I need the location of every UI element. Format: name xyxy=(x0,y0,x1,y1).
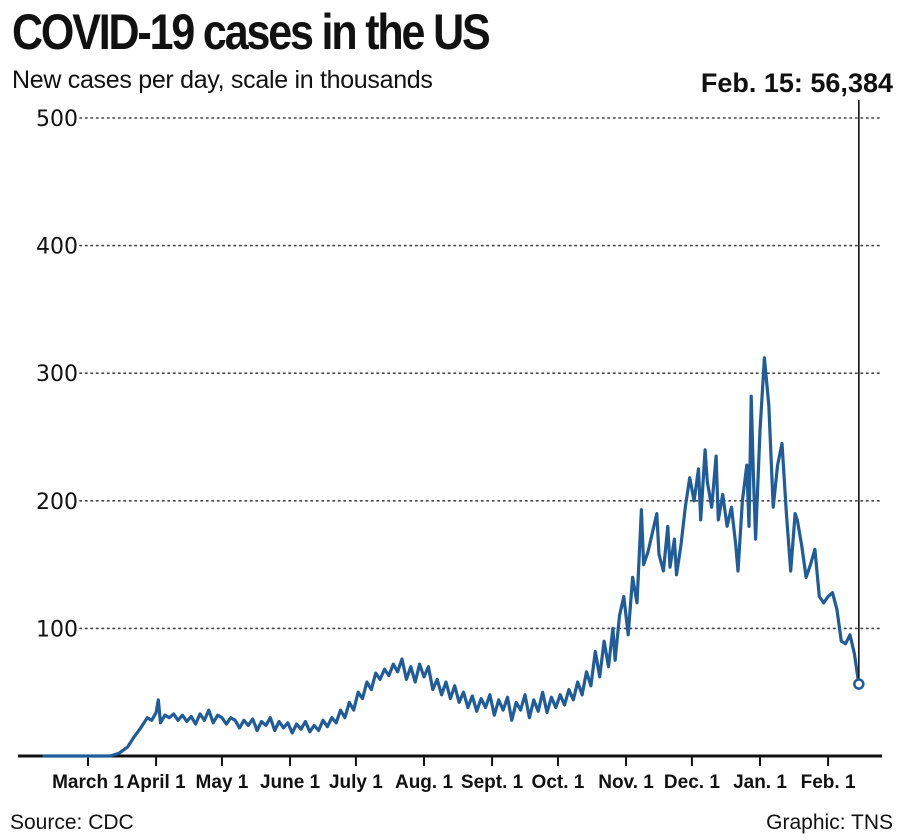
x-tick-label: March 1 xyxy=(52,772,124,793)
x-tick-label: April 1 xyxy=(127,772,187,793)
y-tick-label: 200 xyxy=(36,490,78,515)
x-tick-label: May 1 xyxy=(196,772,249,793)
x-axis-ticks: March 1 April 1 May 1 June 1 July 1 Aug. 1 Sep… xyxy=(52,756,856,793)
x-tick-label: Nov. 1 xyxy=(598,772,654,793)
chart-title: COVID-19 cases in the US xyxy=(12,4,491,60)
annotation-layer xyxy=(853,100,865,690)
y-tick-label: 500 xyxy=(36,107,78,132)
line-chart: 100 200 300 400 500 March 1 April 1 May 1 June … xyxy=(18,100,883,793)
chart-subtitle: New cases per day, scale in thousands xyxy=(12,66,433,94)
x-tick-label: Feb. 1 xyxy=(801,772,856,793)
annotation-end-marker xyxy=(853,678,865,690)
gridlines xyxy=(18,117,883,758)
y-tick-label: 400 xyxy=(36,235,78,260)
y-axis-ticks: 100 200 300 400 500 xyxy=(36,107,78,642)
series-line-new-cases xyxy=(42,356,861,758)
y-tick-label: 300 xyxy=(36,362,78,387)
x-tick-label: Oct. 1 xyxy=(532,772,585,793)
x-tick-label: Dec. 1 xyxy=(664,772,720,793)
x-tick-label: Jan. 1 xyxy=(733,772,787,793)
source-note: Source: CDC xyxy=(10,811,134,834)
latest-value-callout: Feb. 15: 56,384 xyxy=(700,68,893,98)
x-tick-label: June 1 xyxy=(260,772,321,793)
series-layer xyxy=(42,356,861,758)
graphic-credit: Graphic: TNS xyxy=(766,811,893,834)
x-tick-label: Sept. 1 xyxy=(461,772,524,793)
x-tick-label: Aug. 1 xyxy=(395,772,453,793)
x-tick-label: July 1 xyxy=(329,772,383,793)
y-tick-label: 100 xyxy=(36,617,78,642)
